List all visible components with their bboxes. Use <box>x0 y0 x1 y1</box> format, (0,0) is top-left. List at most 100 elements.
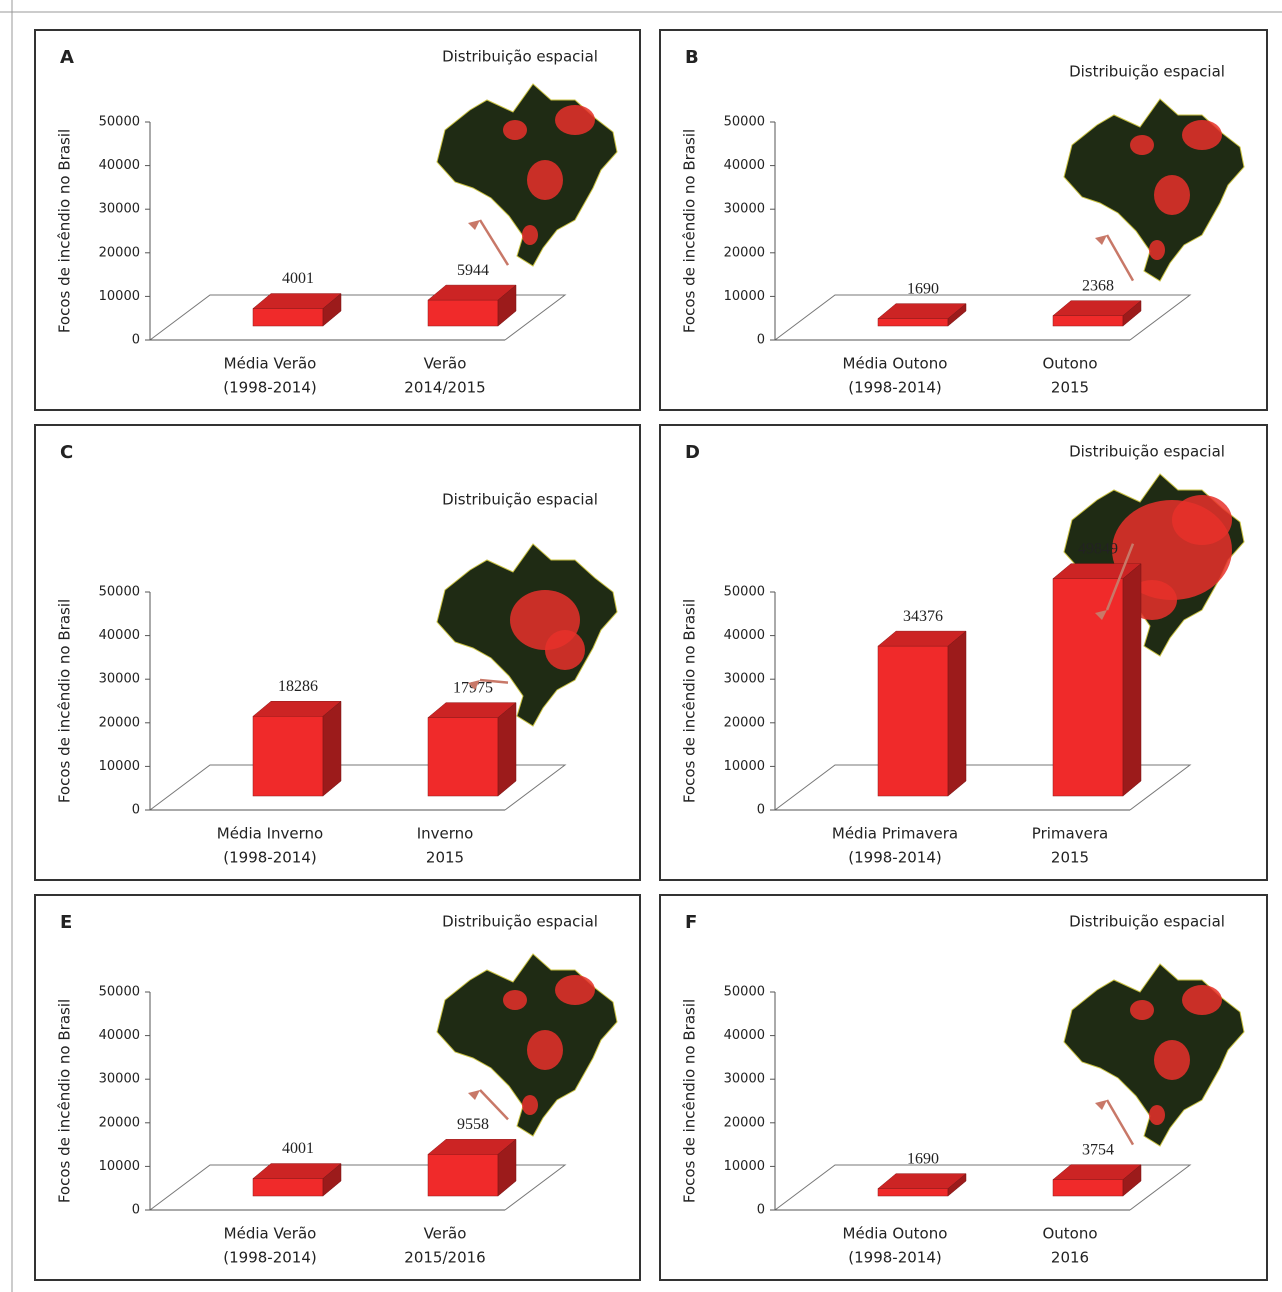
bar <box>428 718 498 796</box>
y-tick-label: 50000 <box>99 115 140 130</box>
map-fire-area <box>1182 120 1222 150</box>
y-axis-title: Focos de incêndio no Brasil <box>681 129 699 333</box>
x-tick-label: 2016 <box>1051 1249 1089 1267</box>
y-tick-label: 10000 <box>99 289 140 304</box>
value-label: 49849 <box>1078 540 1118 557</box>
bar <box>1053 316 1123 326</box>
x-tick-label: Verão <box>424 1225 467 1243</box>
map-fire-area <box>555 975 595 1005</box>
bar <box>878 319 948 326</box>
y-axis-title: Focos de incêndio no Brasil <box>56 999 74 1203</box>
y-tick-label: 50000 <box>99 585 140 600</box>
y-tick-label: 20000 <box>99 245 140 260</box>
value-label: 4001 <box>282 270 314 287</box>
panel-letter: D <box>685 442 700 463</box>
arrow <box>480 1090 508 1119</box>
bar <box>1053 579 1123 796</box>
bar-side <box>323 701 341 796</box>
x-tick-label: Média Verão <box>224 355 317 373</box>
x-tick-label: Média Verão <box>224 1225 317 1243</box>
figure: A Focos de incêndio no Brasil 0 10000 20000 3… <box>0 0 1282 1292</box>
x-tick-label: (1998-2014) <box>223 849 316 867</box>
x-tick-label: 2015 <box>1051 379 1089 397</box>
bar <box>1053 1180 1123 1196</box>
x-tick-label: Verão <box>424 355 467 373</box>
map <box>437 84 617 266</box>
y-tick-label: 0 <box>132 803 140 818</box>
y-tick-label: 40000 <box>724 1028 765 1043</box>
x-tick-label: Inverno <box>417 825 474 843</box>
panel-letter: C <box>60 442 73 463</box>
x-tick-label: 2015 <box>1051 849 1089 867</box>
x-tick-label: Média Outono <box>843 1225 948 1243</box>
value-label: 9558 <box>457 1116 489 1133</box>
y-tick-label: 30000 <box>724 202 765 217</box>
panel-letter: E <box>60 912 72 933</box>
y-tick-label: 20000 <box>99 715 140 730</box>
x-tick-label: Média Primavera <box>832 825 958 843</box>
map-fire-area <box>1182 985 1222 1015</box>
y-tick-label: 30000 <box>99 202 140 217</box>
map-fire-area <box>1130 1000 1154 1020</box>
panel-letter: A <box>60 47 74 68</box>
panel-letter: F <box>685 912 697 933</box>
x-tick-label: (1998-2014) <box>848 379 941 397</box>
y-tick-label: 40000 <box>99 628 140 643</box>
value-label: 2368 <box>1082 277 1114 294</box>
annotation: Distribuição espacial <box>1069 443 1225 461</box>
y-axis-title: Focos de incêndio no Brasil <box>56 599 74 803</box>
y-tick-label: 50000 <box>724 115 765 130</box>
panel: FFocos de incêndio no Brasil010000200003… <box>660 895 1267 1280</box>
value-label: 1690 <box>907 1150 939 1167</box>
map-fire-area <box>1154 1040 1190 1080</box>
value-label: 3754 <box>1082 1141 1114 1158</box>
y-tick-label: 0 <box>757 803 765 818</box>
map-fire-area <box>522 1095 538 1115</box>
y-axis-title: Focos de incêndio no Brasil <box>681 999 699 1203</box>
panel: C Focos de incêndio no Brasil 0 10000 20000 3… <box>35 425 640 880</box>
y-axis-title: Focos de incêndio no Brasil <box>56 129 74 333</box>
bar <box>253 309 323 326</box>
bar <box>253 1179 323 1196</box>
value-label: 34376 <box>903 608 943 625</box>
map-fire-area <box>527 160 563 200</box>
bar <box>428 300 498 326</box>
map-fire-area <box>1172 495 1232 545</box>
map-fire-area <box>1149 1105 1165 1125</box>
annotation: Distribuição espacial <box>442 913 598 931</box>
map-fire-area <box>503 990 527 1010</box>
arrow-head <box>1095 235 1107 245</box>
y-tick-label: 40000 <box>724 158 765 173</box>
y-tick-label: 20000 <box>724 1115 765 1130</box>
panel-letter: B <box>685 47 699 68</box>
y-tick-label: 30000 <box>99 672 140 687</box>
x-tick-label: 2014/2015 <box>404 379 485 397</box>
annotation: Distribuição espacial <box>1069 63 1225 81</box>
arrow <box>1107 235 1133 281</box>
annotation: Distribuição espacial <box>442 491 598 509</box>
y-tick-label: 10000 <box>99 759 140 774</box>
y-tick-label: 50000 <box>99 985 140 1000</box>
bar-side <box>948 631 966 796</box>
map-fire-area <box>1149 240 1165 260</box>
x-tick-label: 2015/2016 <box>404 1249 485 1267</box>
y-tick-label: 20000 <box>99 1115 140 1130</box>
y-tick-label: 40000 <box>99 158 140 173</box>
x-tick-label: Média Inverno <box>217 825 323 843</box>
y-tick-label: 40000 <box>724 628 765 643</box>
map-fire-area <box>555 105 595 135</box>
panel: A Focos de incêndio no Brasil 0 10000 20000 3… <box>35 30 640 410</box>
map-fire-area <box>1130 135 1154 155</box>
bar <box>428 1154 498 1196</box>
y-tick-label: 10000 <box>99 1159 140 1174</box>
value-label: 5944 <box>457 262 489 279</box>
y-tick-label: 0 <box>132 333 140 348</box>
arrow <box>1107 1100 1133 1145</box>
y-tick-label: 0 <box>757 333 765 348</box>
y-tick-label: 20000 <box>724 715 765 730</box>
y-tick-label: 50000 <box>724 985 765 1000</box>
y-tick-label: 40000 <box>99 1028 140 1043</box>
map-fire-area <box>522 225 538 245</box>
